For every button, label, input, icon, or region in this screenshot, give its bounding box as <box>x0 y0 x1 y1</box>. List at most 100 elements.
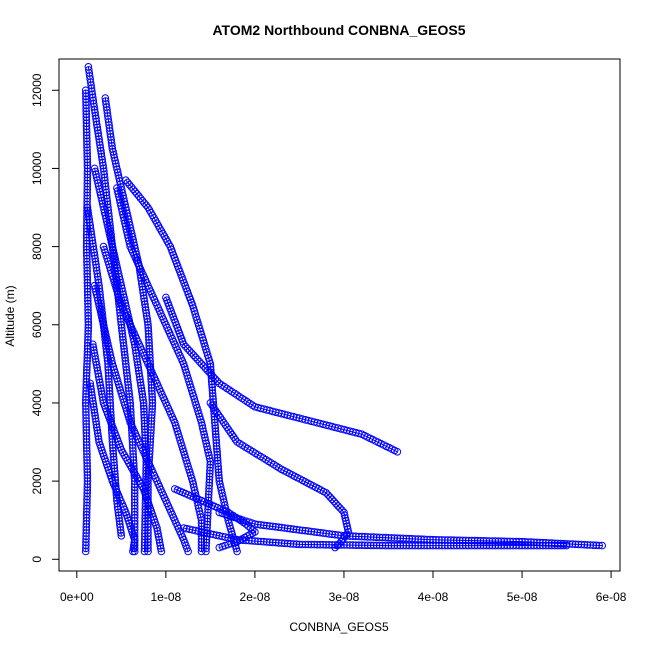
data-point <box>337 541 345 549</box>
data-point <box>89 343 98 352</box>
data-point <box>90 346 98 355</box>
data-point <box>110 151 118 159</box>
data-point <box>106 235 115 243</box>
data-point <box>444 541 452 550</box>
data-point <box>94 275 102 284</box>
data-point <box>84 206 92 215</box>
data-point <box>107 417 115 425</box>
data-point <box>100 205 108 214</box>
data-point <box>83 351 92 359</box>
data-point <box>110 458 118 467</box>
data-point <box>105 384 114 392</box>
data-point <box>141 484 150 493</box>
data-point <box>193 355 202 364</box>
data-point <box>342 519 351 528</box>
data-point <box>144 477 152 485</box>
data-point <box>82 119 91 128</box>
data-point <box>140 547 149 556</box>
data-point <box>104 366 113 374</box>
data-point <box>82 411 90 419</box>
data-point <box>207 370 216 379</box>
data-point <box>82 101 90 110</box>
data-point <box>101 94 110 102</box>
data-point <box>124 384 133 392</box>
data-point <box>140 535 149 544</box>
data-point <box>205 481 213 490</box>
data-point <box>141 529 149 538</box>
series-10 <box>90 164 151 556</box>
data-point <box>390 534 399 542</box>
data-point <box>105 121 113 129</box>
data-point <box>384 541 393 550</box>
data-point <box>106 405 115 413</box>
x-axis: 0e+00 1e-08 2e-08 3e-08 4e-08 5e-08 6e-08 <box>60 570 627 604</box>
data-point <box>84 336 92 344</box>
data-point <box>121 351 129 359</box>
data-point <box>141 526 149 535</box>
data-point <box>134 361 142 369</box>
data-point <box>140 422 149 431</box>
data-point <box>208 386 217 395</box>
data-point <box>84 324 93 332</box>
data-point <box>141 511 149 520</box>
data-point <box>83 146 91 155</box>
data-point <box>363 533 372 541</box>
data-point <box>83 447 91 455</box>
data-point <box>101 336 109 344</box>
data-point <box>292 525 301 534</box>
data-point <box>134 366 143 375</box>
data-point <box>93 123 102 132</box>
data-point <box>103 351 111 359</box>
data-point <box>140 407 148 416</box>
data-point <box>83 161 92 170</box>
data-point <box>83 462 91 470</box>
data-point <box>402 541 411 550</box>
data-point <box>97 387 106 396</box>
data-point <box>157 544 165 553</box>
data-point <box>140 544 149 553</box>
data-point <box>148 396 157 404</box>
data-point <box>83 459 91 467</box>
data-point <box>148 390 156 398</box>
data-point <box>154 533 163 541</box>
data-point <box>91 108 99 117</box>
data-point <box>135 192 143 200</box>
data-point <box>83 465 91 473</box>
data-point <box>325 530 333 538</box>
data-point <box>117 281 126 290</box>
data-point <box>103 194 111 203</box>
data-point <box>346 532 354 540</box>
data-point <box>147 414 156 422</box>
data-point <box>142 478 150 487</box>
data-point <box>215 543 224 552</box>
data-point <box>121 222 130 230</box>
data-point <box>142 469 150 478</box>
data-point <box>83 257 91 266</box>
data-point <box>123 372 131 380</box>
data-point <box>93 429 102 438</box>
data-point <box>95 284 104 293</box>
data-point <box>340 508 348 517</box>
data-point <box>96 307 105 316</box>
data-point <box>589 541 598 550</box>
data-point <box>87 230 96 239</box>
data-point <box>109 447 117 455</box>
data-point <box>426 541 434 550</box>
data-point <box>101 176 109 185</box>
data-point <box>562 541 571 550</box>
data-point <box>115 193 123 201</box>
data-point <box>280 539 289 548</box>
data-point <box>96 144 105 152</box>
data-point <box>83 191 91 200</box>
data-point <box>96 141 104 149</box>
data-point <box>101 339 110 347</box>
data-point <box>283 539 292 548</box>
data-point <box>129 544 138 553</box>
data-point <box>134 364 143 372</box>
data-point <box>372 533 381 542</box>
data-point <box>214 468 223 477</box>
data-point <box>260 521 268 530</box>
data-point <box>89 239 97 248</box>
data-point <box>214 465 223 474</box>
data-point <box>211 418 219 427</box>
